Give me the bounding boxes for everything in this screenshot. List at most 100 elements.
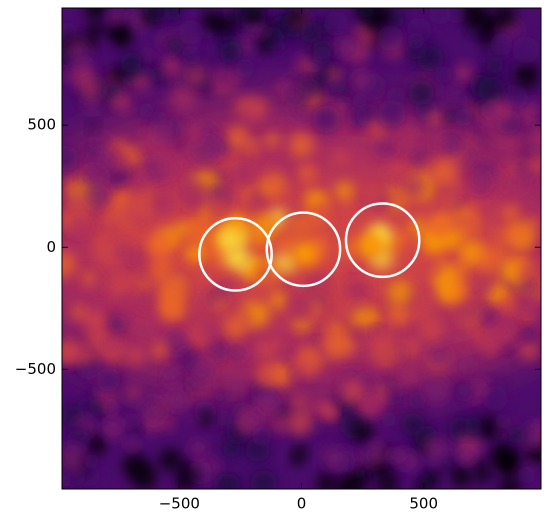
blob [494,8,516,26]
blob [415,481,429,489]
blob [388,394,399,405]
blob [327,67,341,81]
blob [408,391,427,410]
blob [176,349,192,365]
blob [456,383,471,398]
blob [245,25,258,39]
blob [102,333,121,352]
blob [136,277,151,293]
blob [490,32,513,56]
blob [120,51,143,74]
blob [111,95,125,110]
blob [164,329,189,354]
blob [378,99,406,128]
blob [517,465,536,485]
blob [244,96,269,120]
blob [296,54,319,78]
blob [167,39,184,55]
blob [212,296,228,311]
blob [478,76,506,104]
blob [464,8,491,31]
hotspot [358,233,382,257]
blob [269,290,288,309]
blob [513,61,540,89]
blob [247,190,267,209]
blob [389,173,401,185]
blob [190,136,219,165]
blob [70,217,88,236]
blob [294,354,316,377]
blob [454,63,474,83]
blob [182,122,202,142]
hotspot [428,213,452,237]
blob [501,205,520,223]
blob [149,66,166,83]
blob [137,293,155,311]
blob [286,292,315,321]
blob [349,325,370,346]
blob [355,194,367,206]
blob [205,335,229,359]
blob [487,174,505,192]
blob [386,279,413,305]
blob [141,49,154,61]
blob [291,394,308,410]
blob [117,156,131,170]
blob [108,8,124,25]
blob [444,109,458,124]
blob [391,379,404,391]
region-circle [344,202,421,279]
blob [533,419,541,431]
blob [199,412,214,427]
blob [228,344,246,362]
blob [344,281,364,301]
blob [377,25,404,52]
overlay [198,202,421,292]
blob [463,416,483,435]
blob [131,464,158,489]
blob [62,473,73,488]
blob [386,302,411,327]
blob [150,267,167,284]
blob [71,427,84,440]
blob [188,439,207,458]
blob [495,244,510,259]
blob [254,25,268,39]
blob [353,422,373,442]
blob [505,224,530,250]
blob [312,105,341,134]
x-tick-label: 0 [297,495,307,513]
blob [130,71,151,93]
hotspot [293,242,317,266]
blob [324,11,349,37]
blob [409,146,431,168]
blob [132,171,151,190]
blob [86,21,104,40]
blob [141,9,157,25]
blob [515,294,536,314]
blob [109,66,126,83]
heatmap-field [62,8,541,489]
blob [138,102,155,118]
blob [162,58,183,79]
blob [223,315,247,340]
blob [470,174,487,191]
blob [105,402,118,415]
blob [120,196,149,224]
blob [125,436,139,451]
blob [463,214,479,230]
blob [407,31,425,50]
blob [428,8,451,25]
hotspot [225,246,249,270]
y-tick-label: 0 [46,238,56,256]
blob [360,398,380,418]
blob [346,266,359,279]
blob [125,346,146,366]
blob [245,147,257,159]
blob [277,39,290,52]
blob [182,62,208,88]
blob [94,238,121,265]
blob [402,367,419,384]
blob [233,165,253,186]
